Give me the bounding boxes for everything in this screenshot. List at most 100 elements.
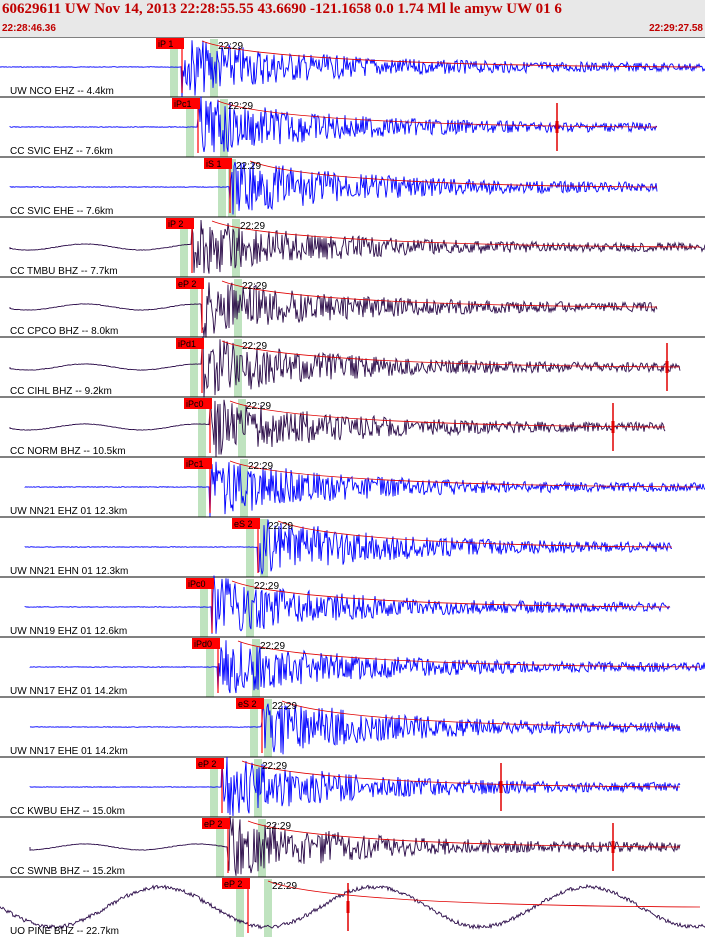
trace-row: iS 1 22:29 CC SVIC EHE -- 7.6km — [0, 156, 705, 217]
station-label: CC CIHL BHZ -- 9.2km — [10, 386, 112, 397]
coda-curve — [241, 760, 681, 788]
coda-curve — [281, 700, 681, 728]
pick-label: iPc1 — [174, 99, 192, 109]
coda-curve — [221, 280, 658, 308]
p-window — [250, 699, 258, 757]
station-label: UW NCO EHZ -- 4.4km — [10, 86, 114, 97]
s-window — [260, 519, 268, 577]
trace-row: iPd0 22:29 UW NN17 EHZ 01 14.2km — [0, 636, 705, 697]
pick-label: eP 2 — [178, 279, 196, 289]
station-label: UW NN21 EHZ 01 12.3km — [10, 506, 127, 517]
station-label: CC NORM BHZ -- 10.5km — [10, 446, 126, 457]
pick-label: eS 2 — [238, 699, 257, 709]
station-label: CC SVIC EHE -- 7.6km — [10, 206, 113, 217]
coda-curve — [237, 640, 701, 668]
coda-curve — [229, 460, 701, 488]
waveform — [29, 640, 705, 694]
event-title: 60629611 UW Nov 14, 2013 22:28:55.55 43.… — [2, 1, 562, 17]
pick-label: iS 1 — [206, 159, 222, 169]
waveform — [24, 519, 673, 575]
end-time: 22:29:27.58 — [649, 23, 703, 34]
pick-tag — [156, 38, 184, 49]
waveform — [9, 96, 658, 153]
amplitude-box — [665, 361, 669, 373]
coda-curve — [267, 880, 701, 908]
pick-label: eP 2 — [224, 879, 242, 889]
trace-row: iPc0 22:29 UW NN19 EHZ 01 12.6km — [0, 575, 705, 637]
waveform — [9, 399, 666, 458]
seismogram-panel: iP 1 22:29 UW NCO EHZ -- 4.4km iPc1 22:29 CC … — [0, 37, 705, 937]
trace-row: iPc1 22:29 UW NN21 EHZ 01 12.3km — [0, 456, 705, 517]
waveform — [9, 161, 658, 215]
time-label: 22:29 — [242, 341, 267, 352]
station-label: UO PINE BHZ -- 22.7km — [10, 926, 119, 937]
pick-label: iP 2 — [168, 219, 183, 229]
waveform — [29, 756, 681, 817]
pick-label: eP 2 — [198, 759, 216, 769]
pick-label: iPd0 — [194, 639, 212, 649]
pick-label: iPd1 — [178, 339, 196, 349]
pick-tag — [176, 338, 204, 349]
amplitude-box — [611, 421, 615, 433]
time-label: 22:29 — [236, 161, 261, 172]
pick-tag — [202, 818, 230, 829]
coda-curve — [277, 520, 673, 548]
time-label: 22:29 — [248, 461, 273, 472]
time-label: 22:29 — [262, 761, 287, 772]
s-window — [238, 399, 246, 457]
pick-tag — [176, 278, 204, 289]
s-window — [264, 879, 272, 937]
p-window — [190, 339, 198, 397]
waveform — [9, 219, 705, 274]
p-window — [180, 219, 188, 277]
station-label: CC CPCO BHZ -- 8.0km — [10, 326, 118, 337]
time-label: 22:29 — [242, 281, 267, 292]
pick-tag — [236, 698, 264, 709]
station-label: CC KWBU EHZ -- 15.0km — [10, 806, 125, 817]
time-label: 22:29 — [246, 401, 271, 412]
s-window — [232, 219, 240, 277]
time-label: 22:29 — [254, 581, 279, 592]
pick-tag — [196, 758, 224, 769]
trace-row: iP 2 22:29 CC TMBU BHZ -- 7.7km — [0, 216, 705, 277]
amplitude-box — [499, 781, 503, 793]
time-label: 22:29 — [218, 41, 243, 52]
time-label: 22:29 — [272, 881, 297, 892]
pick-label: iP 1 — [158, 39, 173, 49]
time-label: 22:29 — [260, 641, 285, 652]
station-label: CC SVIC EHZ -- 7.6km — [10, 146, 113, 157]
s-window — [254, 759, 262, 817]
pick-tag — [172, 98, 200, 109]
station-label: UW NN17 EHZ 01 14.2km — [10, 686, 127, 697]
s-window — [264, 699, 272, 757]
waveform — [0, 883, 705, 930]
s-window — [220, 99, 228, 157]
coda-curve — [247, 820, 681, 848]
trace-row: eP 2 22:29 CC KWBU EHZ -- 15.0km — [0, 756, 705, 817]
pick-tag — [186, 578, 214, 589]
coda-curve — [211, 220, 701, 248]
pick-tag — [232, 518, 260, 529]
station-label: UW NN19 EHZ 01 12.6km — [10, 626, 127, 637]
coda-curve — [231, 580, 671, 608]
waveform — [9, 336, 681, 398]
pick-label: eS 2 — [234, 519, 253, 529]
s-window — [246, 579, 254, 637]
pick-label: iPc0 — [186, 399, 204, 409]
trace-row: iPc0 22:29 CC NORM BHZ -- 10.5km — [0, 396, 705, 458]
amplitude-box — [555, 121, 559, 133]
pick-tag — [192, 638, 220, 649]
amplitude-box — [611, 841, 615, 853]
trace-row: iP 1 22:29 UW NCO EHZ -- 4.4km — [0, 37, 705, 98]
trace-row: iPc1 22:29 CC SVIC EHZ -- 7.6km — [0, 96, 705, 157]
pick-tag — [166, 218, 194, 229]
coda-curve — [201, 40, 701, 68]
pick-tag — [204, 158, 232, 169]
p-window — [170, 39, 178, 97]
coda-curve — [221, 340, 681, 368]
p-window — [200, 579, 208, 637]
coda-curve — [249, 160, 658, 188]
coda-curve — [217, 100, 658, 128]
p-window — [236, 879, 244, 937]
p-window — [210, 759, 218, 817]
